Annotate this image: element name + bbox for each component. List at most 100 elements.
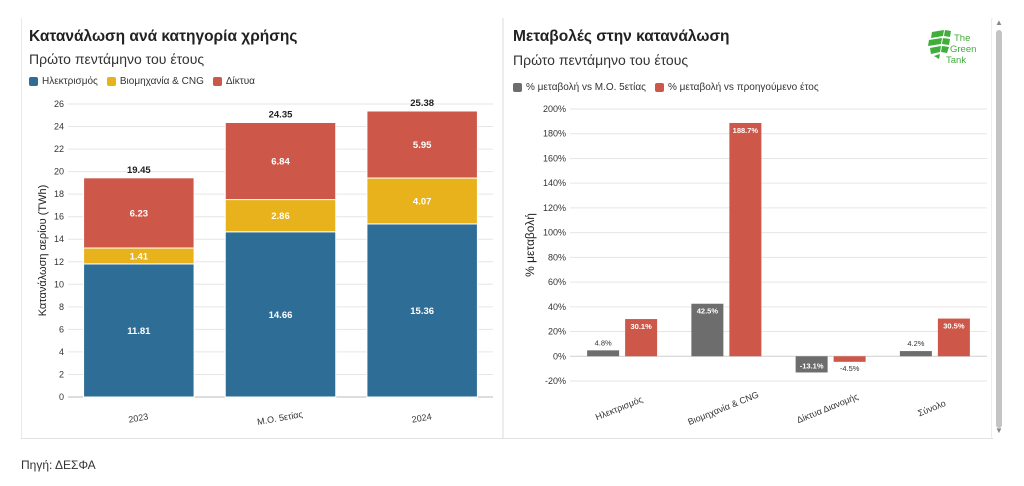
legend-swatch [654,83,664,92]
legend-item-industry[interactable]: Βιομηχανία & CNG [106,76,204,87]
legend-swatch [106,77,116,86]
bar [795,356,828,373]
legend-label: % μεταβολή vs Μ.Ο. 5ετίας [526,82,646,93]
y-tick-label: 16 [54,212,64,222]
bar-value-label: 1.41 [130,251,149,262]
y-tick-label: 10 [54,279,64,289]
right-chart-title: Μεταβολές στην κατανάλωση [513,28,730,45]
x-tick-label: Δίκτυα Διανομής [795,391,860,425]
legend-label: Δίκτυα [225,76,255,87]
y-tick-label: 180% [543,129,566,139]
y-axis-title: % μεταβολή [523,213,537,277]
y-tick-label: 6 [59,324,64,334]
bar-value-label: -13.1% [800,361,824,370]
y-tick-label: 120% [543,203,566,213]
bar-value-label: 11.81 [127,326,151,337]
y-tick-label: 200% [543,104,566,114]
y-tick-label: -20% [545,376,566,386]
legend-swatch [29,77,38,86]
bar-value-label: 5.95 [413,140,432,151]
legend-label: Βιομηχανία & CNG [119,76,204,87]
y-tick-label: 140% [543,178,566,188]
bar-segment [366,177,478,225]
bar-value-label: -4.5% [840,364,860,373]
bar [691,303,724,357]
bar [587,350,620,357]
logo-line-1: The [954,33,970,44]
left-chart-subtitle: Πρώτο πεντάμηνο του έτους [29,51,205,67]
y-tick-label: 24 [54,122,64,132]
right-chart-subtitle: Πρώτο πεντάμηνο του έτους [513,52,689,68]
green-tank-logo: The Green Tank [926,28,984,72]
bar-value-label: 4.8% [595,338,612,347]
y-tick-label: 0 [59,392,64,402]
right-chart-legend: % μεταβολή vs Μ.Ο. 5ετίας % μεταβολή vs … [513,82,828,93]
legend-swatch [212,77,222,86]
y-tick-label: 160% [543,153,566,163]
y-tick-label: 4 [59,347,64,357]
x-tick-label: 2023 [128,411,149,424]
bar-value-label: 2.86 [271,211,290,222]
bar-value-label: 4.07 [413,196,432,207]
bar-value-label: 14.66 [269,310,293,321]
bar-segment [366,110,478,179]
bar-value-label: 6.23 [130,208,149,219]
bar-segment [83,177,195,249]
legend-label: Ηλεκτρισμός [42,76,98,87]
scroll-up-arrow-icon[interactable]: ▲ [995,18,1003,27]
y-tick-label: 20 [54,167,64,177]
x-tick-label: 2024 [411,411,432,424]
bar-value-label: 30.5% [943,322,965,331]
bar-value-label: 30.1% [630,322,652,331]
legend-item-vs-prev-year[interactable]: % μεταβολή vs προηγούμενο έτος [654,82,819,93]
change-bar-chart: -20% 0% 20% 40% 60% 80% 100% 120% 140% 160% 180% 20… [523,104,987,427]
bar-segment [224,199,337,233]
y-tick-label: 14 [54,234,64,244]
bar-total-label: 19.45 [127,165,151,176]
bar-segment [224,121,337,201]
y-tick-label: 22 [54,144,64,154]
y-tick-label: 2 [59,369,64,379]
legend-swatch [513,83,522,92]
legend-item-vs-5yr-avg[interactable]: % μεταβολή vs Μ.Ο. 5ετίας [513,82,646,93]
bar-value-label: 6.84 [271,157,290,168]
y-tick-label: 0% [553,351,566,361]
y-tick-label: 40% [548,302,566,312]
bar [899,351,932,357]
bar-segment [366,223,478,398]
x-tick-label: Μ.Ο. 5ετίας [256,409,304,427]
bar-total-label: 24.35 [269,109,293,120]
y-tick-label: 12 [54,257,64,267]
scrollbar-thumb[interactable] [996,30,1002,428]
y-tick-label: 60% [548,277,566,287]
bar-value-label: 188.7% [733,126,759,135]
y-axis-title: Κατανάλωση αερίου (TWh) [37,185,49,317]
y-tick-label: 8 [59,302,64,312]
y-tick-label: 80% [548,252,566,262]
y-tick-label: 20% [548,327,566,337]
bar [625,319,658,357]
bar [729,122,762,357]
x-tick-label: Βιομηχανία & CNG [686,389,760,427]
bar-value-label: 4.2% [907,339,924,348]
bar-value-label: 42.5% [697,307,719,316]
legend-item-electricity[interactable]: Ηλεκτρισμός [29,76,98,87]
left-chart-title: Κατανάλωση ανά κατηγορία χρήσης [29,28,298,45]
y-tick-label: 18 [54,189,64,199]
logo-line-2: Green [950,44,976,55]
panel-bottom-border [21,438,993,439]
x-tick-label: Σύνολο [916,398,947,418]
logo-line-3: Tank [946,55,966,66]
vertical-scrollbar[interactable]: ▲ ▼ [994,18,1004,438]
green-tank-logo-mark: The Green Tank [928,30,976,66]
left-chart-legend: Ηλεκτρισμός Βιομηχανία & CNG Δίκτυα [29,76,264,87]
bar-segment [224,231,337,398]
bar-segment [83,263,195,398]
scroll-down-arrow-icon[interactable]: ▼ [995,426,1003,435]
y-tick-label: 100% [543,228,566,238]
y-tick-label: 26 [54,99,64,109]
legend-item-networks[interactable]: Δίκτυα [212,76,255,87]
bar-total-label: 25.38 [410,98,434,109]
source-note: Πηγή: ΔΕΣΦΑ [21,458,96,472]
